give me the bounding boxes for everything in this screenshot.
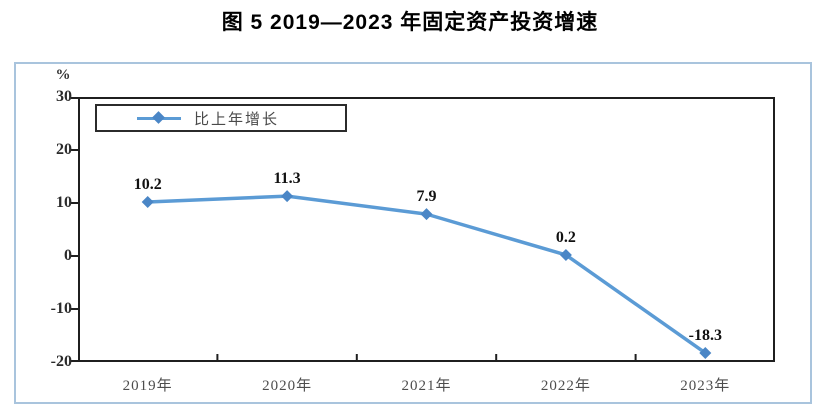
data-point-marker [141, 195, 154, 208]
data-point-label: 0.2 [556, 229, 576, 246]
data-point-label: -18.3 [689, 327, 722, 344]
data-point-marker [559, 248, 572, 261]
y-tick-label: 30 [56, 88, 72, 105]
y-axis-unit-label: % [55, 67, 71, 83]
legend-label: 比上年增长 [194, 111, 280, 128]
data-point-marker [699, 346, 712, 359]
x-axis-label: 2021年 [401, 378, 452, 394]
data-point-label: 10.2 [134, 176, 162, 193]
data-point-label: 11.3 [274, 170, 301, 187]
line-chart-plot-area: 10.2 11.3 7.9 0.2 -18.3 [71, 97, 775, 362]
data-point-marker [420, 208, 433, 221]
legend: 比上年增长 [95, 104, 347, 132]
chart-container: % 10.2 11.3 7.9 0.2 -18.3 比上年增长 30 20 10 0 -10 -2… [14, 62, 812, 404]
data-point-marker [281, 190, 294, 203]
legend-diamond-marker-icon [152, 110, 165, 124]
x-axis-label: 2023年 [680, 378, 731, 394]
y-tick-label: 10 [56, 194, 72, 211]
y-tick-label: 20 [56, 141, 72, 158]
chart-title: 图 5 2019—2023 年固定资产投资增速 [221, 11, 599, 34]
data-point-label: 7.9 [417, 188, 437, 205]
x-axis-label: 2020年 [262, 378, 313, 394]
y-tick-label: 0 [64, 247, 72, 264]
x-axis-label: 2019年 [122, 378, 173, 394]
y-tick-label: -20 [50, 353, 72, 370]
x-axis-label: 2022年 [540, 378, 591, 394]
legend-line-sample [137, 110, 181, 124]
y-tick-label: -10 [50, 300, 72, 317]
